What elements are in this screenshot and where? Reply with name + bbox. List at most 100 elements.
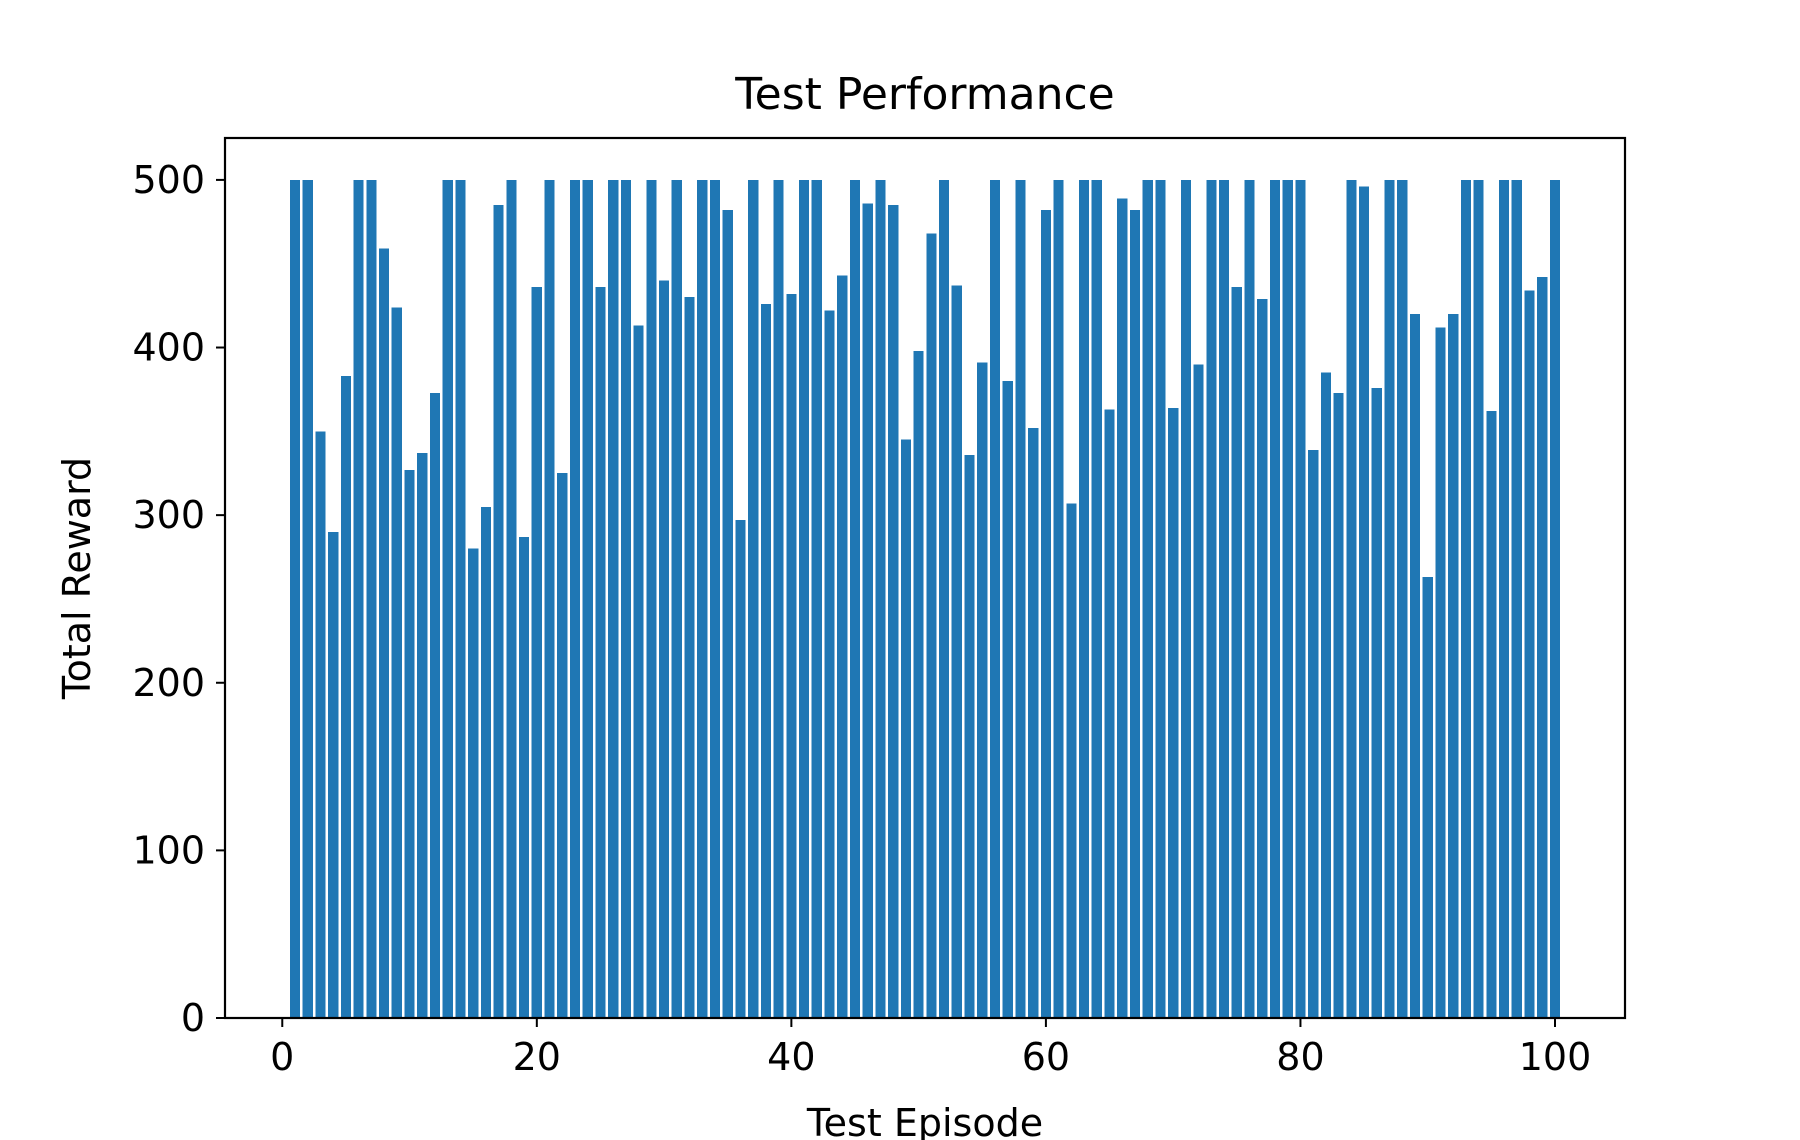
bar [379,248,390,1018]
bar [913,350,924,1018]
bar [1168,407,1179,1018]
y-tick-label: 100 [132,828,205,872]
bar [1295,179,1306,1018]
bar [1219,179,1230,1018]
bar [1155,179,1166,1018]
bar [340,376,351,1018]
bar [646,179,657,1018]
bar [302,179,313,1018]
bar [1320,372,1331,1018]
bar [1231,287,1242,1018]
bar [811,179,822,1018]
bar [1397,179,1408,1018]
bar [442,179,453,1018]
bar [353,179,364,1018]
bar [773,179,784,1018]
x-axis-label: Test Episode [806,1101,1043,1140]
bar [722,210,733,1018]
bar [862,203,873,1018]
bar [1015,179,1026,1018]
bar [1193,364,1204,1018]
bar [684,297,695,1018]
bar [1079,179,1090,1018]
y-tick-label: 200 [132,661,205,705]
bar [1473,179,1484,1018]
bar [964,454,975,1018]
bar [1091,179,1102,1018]
bar [633,325,644,1019]
bar [900,439,911,1019]
x-tick-label: 80 [1276,1035,1324,1079]
bar [519,536,530,1018]
x-tick-label: 20 [513,1035,561,1079]
bar [1244,179,1255,1018]
bar [429,392,441,1018]
bar [1435,327,1446,1018]
bar [493,205,504,1019]
bar [391,307,402,1018]
bar [1053,179,1064,1018]
bar [1308,449,1319,1018]
bar [697,179,708,1018]
bar [1499,179,1510,1018]
bar [1359,186,1370,1019]
bar [977,362,988,1018]
y-tick-label: 500 [132,158,205,202]
bar [1269,179,1281,1018]
bar [506,179,517,1018]
plot-frame [223,136,1627,1020]
x-tick-label: 40 [767,1035,815,1079]
bar [595,287,606,1018]
bar [939,179,950,1018]
bar [1257,298,1268,1018]
bar [926,233,937,1019]
bar [1040,210,1051,1018]
bar [1282,179,1293,1018]
bar [1206,179,1217,1018]
y-axis-label: Total Reward [55,457,99,700]
bar [289,179,301,1018]
bar [1333,392,1344,1018]
bar [1117,198,1128,1019]
bar [849,179,861,1018]
bar [366,179,377,1018]
y-axis-ticks: 0 100 200 300 400 500 [132,158,225,1040]
y-tick-label: 300 [132,493,205,537]
bar [531,287,542,1018]
bar [1409,314,1421,1018]
y-tick-label: 400 [132,326,205,370]
bar [786,293,797,1018]
bar [1448,314,1459,1018]
bar [620,179,631,1018]
bar [824,310,835,1018]
chart-title: Test Performance [734,69,1114,120]
bar [1180,179,1191,1018]
bar [1511,179,1522,1018]
bar [799,179,810,1018]
bar [544,179,555,1018]
bar [748,179,759,1018]
x-tick-label: 100 [1519,1035,1592,1079]
bar [468,548,479,1018]
bar [1066,503,1077,1018]
bar [417,453,428,1018]
x-tick-label: 0 [270,1035,294,1079]
bar [480,506,491,1018]
bar [1537,277,1548,1018]
bar [328,531,339,1018]
bar [735,520,746,1018]
bar [1371,387,1382,1018]
bar [1524,290,1535,1018]
bar [1028,427,1039,1019]
bar [1549,179,1561,1018]
bar [1486,411,1497,1019]
bar [455,179,466,1018]
bar [1002,381,1013,1018]
bar [608,179,619,1018]
bar [569,179,581,1018]
bars-group [289,179,1561,1019]
bar [557,473,568,1018]
bar [404,469,415,1018]
x-axis-ticks: 0 20 40 60 80 100 [270,1018,1591,1079]
bar [582,179,593,1018]
